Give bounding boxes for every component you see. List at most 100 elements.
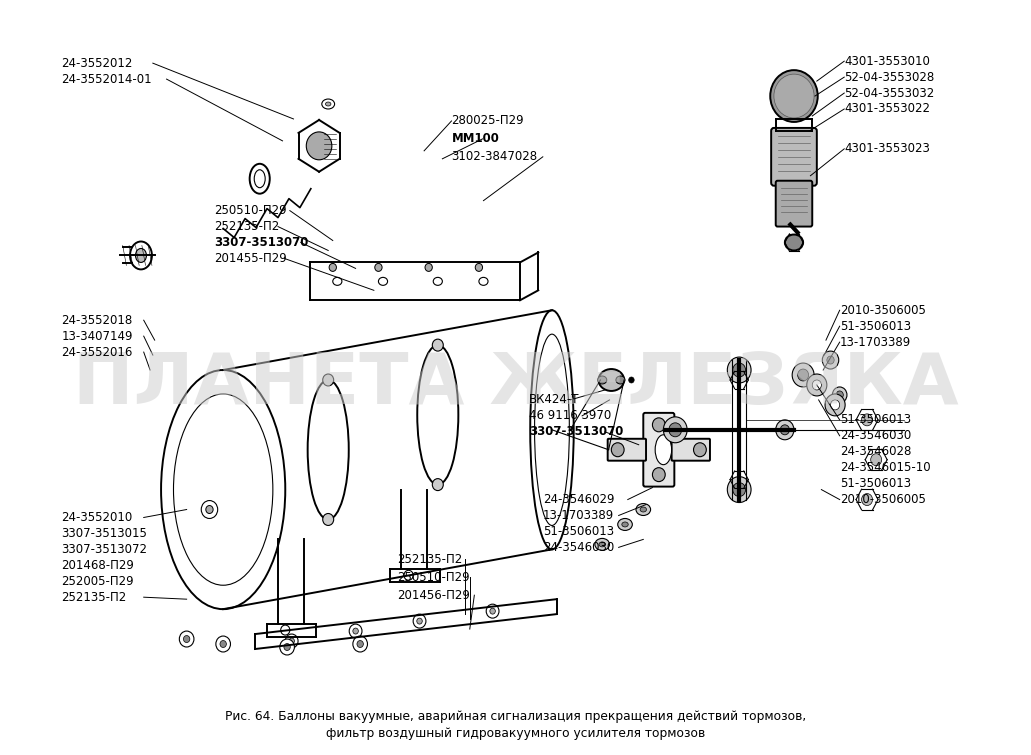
- Circle shape: [727, 476, 751, 503]
- Text: ПЛАНЕТА ЖЕЛЕЗЯКА: ПЛАНЕТА ЖЕЛЕЗЯКА: [72, 350, 958, 420]
- Circle shape: [284, 643, 291, 651]
- Ellipse shape: [535, 334, 569, 525]
- Text: 2010-3506005: 2010-3506005: [839, 304, 926, 317]
- Circle shape: [733, 482, 745, 497]
- Ellipse shape: [478, 277, 488, 285]
- Text: 3307-3513015: 3307-3513015: [62, 527, 147, 540]
- Text: 51-3506013: 51-3506013: [543, 525, 613, 538]
- Circle shape: [669, 423, 681, 437]
- Circle shape: [780, 425, 790, 435]
- Circle shape: [417, 618, 423, 624]
- Circle shape: [836, 391, 843, 399]
- Ellipse shape: [770, 70, 818, 122]
- Ellipse shape: [161, 370, 286, 609]
- Circle shape: [727, 357, 751, 383]
- Circle shape: [663, 417, 687, 442]
- Text: 52-04-3553028: 52-04-3553028: [844, 71, 934, 84]
- Circle shape: [220, 640, 227, 648]
- Circle shape: [611, 442, 624, 457]
- Text: 2010-3506005: 2010-3506005: [839, 493, 926, 506]
- Text: 201456-П29: 201456-П29: [397, 589, 469, 602]
- FancyBboxPatch shape: [671, 439, 710, 461]
- FancyBboxPatch shape: [643, 413, 674, 486]
- Text: 280025-П29: 280025-П29: [452, 115, 524, 128]
- Circle shape: [353, 628, 359, 634]
- Ellipse shape: [130, 242, 152, 270]
- Text: Рис. 64. Баллоны вакуумные, аварийная сигнализация прекращения действий тормозов: Рис. 64. Баллоны вакуумные, аварийная си…: [225, 710, 806, 723]
- Ellipse shape: [433, 277, 442, 285]
- Ellipse shape: [785, 235, 803, 251]
- Text: 252135-П2: 252135-П2: [62, 590, 127, 604]
- Ellipse shape: [322, 99, 335, 109]
- FancyBboxPatch shape: [775, 180, 812, 226]
- Ellipse shape: [636, 504, 651, 516]
- Circle shape: [653, 418, 665, 432]
- Circle shape: [807, 374, 827, 396]
- Text: 3307-3513070: 3307-3513070: [529, 425, 624, 439]
- Ellipse shape: [326, 102, 331, 106]
- Circle shape: [798, 369, 808, 381]
- Ellipse shape: [378, 277, 388, 285]
- Circle shape: [289, 638, 295, 644]
- Text: 24-3546030: 24-3546030: [839, 430, 911, 442]
- Text: 24-3552016: 24-3552016: [62, 346, 133, 359]
- Text: 24-3552014-01: 24-3552014-01: [62, 72, 153, 85]
- Circle shape: [487, 604, 499, 618]
- Text: 201468-П29: 201468-П29: [62, 559, 134, 572]
- Circle shape: [871, 454, 882, 466]
- Circle shape: [831, 400, 839, 410]
- Ellipse shape: [595, 538, 609, 550]
- FancyBboxPatch shape: [771, 128, 817, 186]
- Text: ВК424-Т: ВК424-Т: [529, 393, 579, 406]
- Ellipse shape: [655, 435, 671, 464]
- Text: 250510-П29: 250510-П29: [397, 571, 469, 584]
- Text: 24-3552018: 24-3552018: [62, 314, 133, 327]
- Circle shape: [323, 374, 334, 386]
- Text: 24-3546030: 24-3546030: [543, 541, 614, 554]
- Text: 46 9116 3970: 46 9116 3970: [529, 409, 611, 422]
- Text: 13-1703389: 13-1703389: [543, 509, 614, 522]
- Text: 52-04-3553032: 52-04-3553032: [844, 87, 934, 100]
- Circle shape: [184, 636, 190, 643]
- Ellipse shape: [640, 507, 646, 512]
- Circle shape: [357, 640, 363, 648]
- Text: ММ100: ММ100: [452, 132, 499, 146]
- Circle shape: [353, 636, 367, 652]
- Circle shape: [425, 263, 432, 271]
- Text: фильтр воздушный гидровакуумного усилителя тормозов: фильтр воздушный гидровакуумного усилите…: [326, 727, 705, 740]
- Ellipse shape: [599, 542, 605, 547]
- Circle shape: [823, 351, 839, 369]
- Circle shape: [413, 614, 426, 628]
- Circle shape: [280, 625, 290, 635]
- Text: 4301-3553022: 4301-3553022: [844, 103, 930, 116]
- Ellipse shape: [206, 506, 213, 513]
- Text: 4301-3553010: 4301-3553010: [844, 54, 930, 68]
- Text: 201455-П29: 201455-П29: [214, 252, 287, 265]
- Circle shape: [629, 377, 634, 383]
- Ellipse shape: [616, 376, 625, 384]
- Text: 252135-П2: 252135-П2: [214, 220, 279, 233]
- Circle shape: [475, 263, 483, 271]
- Text: 4301-3553023: 4301-3553023: [844, 143, 930, 156]
- Circle shape: [350, 624, 362, 638]
- Text: 24-3552012: 24-3552012: [62, 57, 133, 69]
- Circle shape: [653, 467, 665, 482]
- Text: 3307-3513072: 3307-3513072: [62, 543, 147, 556]
- Circle shape: [432, 339, 443, 351]
- Ellipse shape: [255, 170, 265, 188]
- Text: 24-3546029: 24-3546029: [543, 493, 614, 506]
- Circle shape: [490, 608, 495, 614]
- Circle shape: [862, 494, 872, 506]
- Circle shape: [329, 263, 336, 271]
- Circle shape: [694, 442, 706, 457]
- Ellipse shape: [250, 164, 270, 194]
- Circle shape: [862, 414, 872, 426]
- Ellipse shape: [333, 277, 342, 285]
- Circle shape: [375, 263, 383, 271]
- Circle shape: [827, 356, 834, 364]
- Ellipse shape: [201, 501, 218, 519]
- Circle shape: [179, 631, 194, 647]
- Text: 51-3506013: 51-3506013: [839, 319, 910, 333]
- Circle shape: [306, 132, 332, 160]
- Ellipse shape: [774, 74, 814, 118]
